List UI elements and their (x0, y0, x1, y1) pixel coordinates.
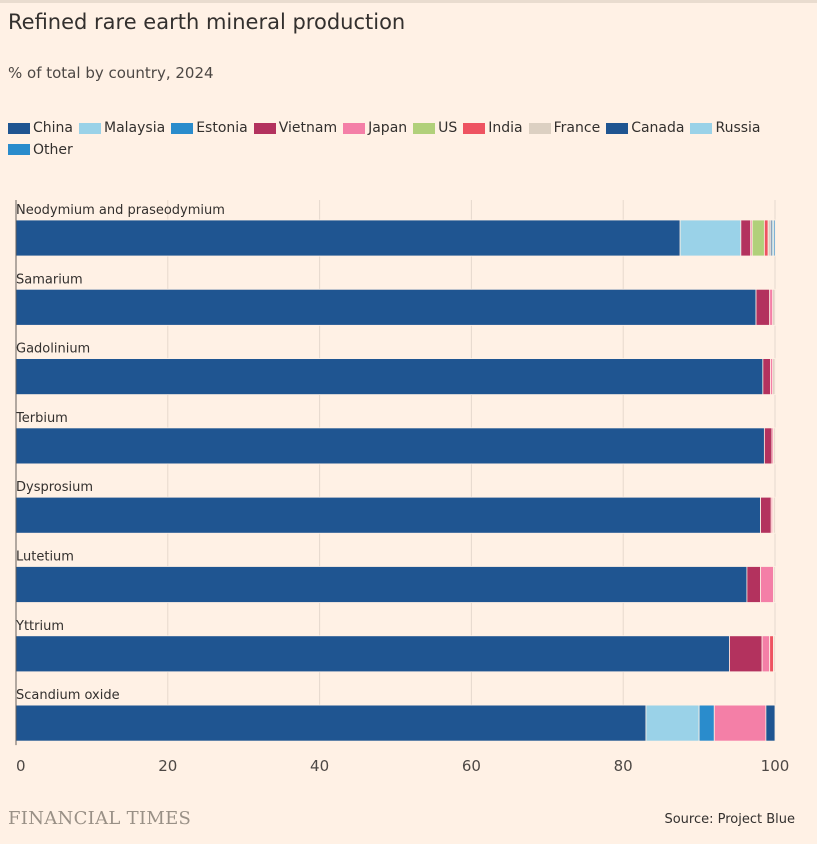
bar-scandium-oxide-estonia (698, 704, 715, 742)
bar-neodymium-and-praseodymium-malaysia (679, 219, 742, 257)
bar-dysprosium-china (15, 496, 761, 534)
bar-yttrium-france (773, 635, 776, 673)
x-tick-label-20: 20 (158, 757, 177, 775)
bar-gadolinium-france (772, 358, 776, 396)
category-label-scandium-oxide: Scandium oxide (16, 688, 120, 703)
top-rule (0, 0, 817, 3)
legend-label-france: France (553, 120, 601, 136)
bar-samarium-japan (769, 288, 774, 326)
bar-scandium-oxide-japan (713, 704, 767, 742)
legend-label-estonia: Estonia (196, 120, 248, 136)
bar-lutetium-japan (760, 566, 774, 603)
legend-item-china: China (8, 118, 73, 138)
category-label-samarium: Samarium (16, 272, 83, 287)
legend-label-japan: Japan (368, 120, 408, 136)
bar-lutetium-vietnam (746, 566, 761, 603)
bar-neodymium-and-praseodymium-us (751, 219, 765, 257)
bar-lutetium-france (773, 566, 776, 603)
bar-neodymium-and-praseodymium-india (763, 219, 769, 257)
stacked-bar-chart: Neodymium and praseodymium Samarium Gadoli… (15, 200, 790, 775)
category-label-neodymium-and-praseodymium: Neodymium and praseodymium (16, 203, 225, 218)
bar-yttrium-india (769, 635, 774, 673)
category-label-terbium: Terbium (15, 411, 68, 426)
bar-samarium-france (772, 288, 776, 326)
category-label-lutetium: Lutetium (16, 550, 74, 565)
legend-item-france: France (528, 118, 601, 138)
legend-swatch-vietnam (253, 122, 276, 134)
legend-label-russia: Russia (715, 120, 761, 136)
bar-samarium-china (15, 288, 757, 326)
x-tick-label-60: 60 (462, 757, 481, 775)
x-tick-label-100: 100 (761, 757, 790, 775)
bar-terbium-china (15, 427, 765, 465)
x-tick-label-0: 0 (16, 757, 26, 775)
legend-label-vietnam: Vietnam (278, 120, 338, 136)
bar-scandium-oxide-canada (765, 704, 776, 742)
bar-dysprosium-vietnam (760, 496, 772, 534)
chart-subtitle: % of total by country, 2024 (8, 64, 214, 82)
category-label-gadolinium: Gadolinium (16, 342, 90, 357)
x-tick-label-40: 40 (310, 757, 329, 775)
bar-neodymium-and-praseodymium-other (773, 219, 776, 257)
legend-item-vietnam: Vietnam (253, 118, 338, 138)
legend-item-estonia: Estonia (171, 118, 248, 138)
legend-item-other: Other (8, 140, 73, 160)
legend-swatch-other (8, 144, 30, 155)
legend-item-us: US (413, 118, 457, 138)
bar-terbium-france (773, 427, 776, 465)
bar-yttrium-japan (761, 635, 771, 673)
legend-swatch-japan (343, 122, 366, 134)
legend-label-china: China (33, 120, 73, 136)
legend-swatch-malaysia (79, 122, 101, 134)
legend-swatch-us (413, 122, 436, 134)
x-tick-label-80: 80 (614, 757, 633, 775)
bar-dysprosium-france (773, 496, 776, 534)
bar-yttrium-china (15, 635, 730, 673)
bar-neodymium-and-praseodymium-vietnam (740, 219, 752, 257)
legend-label-other: Other (33, 141, 73, 158)
bar-lutetium-china (15, 566, 748, 603)
category-label-dysprosium: Dysprosium (16, 480, 93, 495)
legend-item-india: India (463, 118, 523, 138)
brand-logo: FINANCIAL TIMES (8, 808, 192, 829)
legend-swatch-canada (606, 122, 629, 134)
category-label-yttrium: Yttrium (15, 619, 64, 634)
legend-label-us: US (438, 120, 458, 136)
bar-scandium-oxide-china (15, 704, 647, 742)
legend-swatch-france (528, 122, 551, 134)
chart-title: Refined rare earth mineral production (8, 10, 406, 34)
bar-gadolinium-vietnam (762, 358, 771, 396)
bar-terbium-vietnam (763, 427, 773, 465)
source-note: Source: Project Blue (664, 812, 795, 827)
legend-swatch-estonia (171, 122, 194, 134)
legend-swatch-china (8, 122, 30, 134)
legend-item-canada: Canada (606, 118, 684, 138)
legend-label-india: India (488, 120, 523, 136)
legend-item-malaysia: Malaysia (79, 118, 165, 138)
legend-item-japan: Japan (343, 118, 407, 138)
bar-neodymium-and-praseodymium-china (15, 219, 681, 257)
bar-yttrium-vietnam (729, 635, 763, 673)
legend-swatch-india (463, 122, 486, 134)
chart-legend: China Malaysia Estonia Vietnam Japan US India F… (8, 118, 788, 161)
legend-swatch-russia (690, 122, 713, 134)
legend-label-canada: Canada (631, 120, 685, 136)
bar-scandium-oxide-malaysia (645, 704, 700, 742)
legend-item-russia: Russia (690, 118, 761, 138)
bar-samarium-vietnam (755, 288, 771, 326)
legend-label-malaysia: Malaysia (104, 120, 166, 136)
bar-gadolinium-china (15, 358, 764, 396)
